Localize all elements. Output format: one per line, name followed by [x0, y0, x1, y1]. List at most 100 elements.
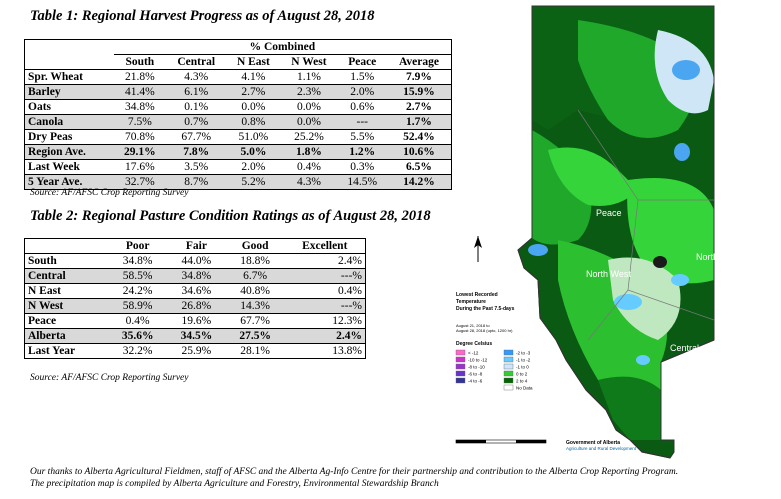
table-cell: 34.8%: [124, 101, 155, 113]
table-cell: 14.3%: [225, 298, 285, 314]
row-label: Barley: [24, 84, 114, 100]
column-header: Peace: [348, 56, 377, 68]
group-header: % Combined: [113, 39, 452, 55]
table-cell: 35.6%: [108, 328, 168, 344]
map-bright-green-zone: [548, 147, 638, 206]
table-row: Last Week 17.6% 3.5% 2.0% 0.4% 0.3% 6.5%: [24, 160, 452, 175]
table-row: Alberta 35.6% 34.5% 27.5% 2.4%: [24, 328, 366, 344]
table-cell: 18.8%: [240, 255, 270, 267]
row-label: Last Week: [28, 161, 80, 173]
table-cell: 0.6%: [350, 101, 375, 113]
table-cell: 4.1%: [241, 71, 266, 83]
table-cell: 25.2%: [294, 131, 324, 143]
table-cell: 1.1%: [296, 71, 321, 83]
legend-label: -1 to -2: [516, 358, 531, 363]
map-legend: Lowest Recorded Temperature During the P…: [455, 292, 533, 391]
table-cell: 34.8%: [122, 255, 153, 267]
table1-column-headers: South Central N East N West Peace Average: [24, 55, 452, 70]
map-blue-spot-ne: [672, 60, 700, 80]
map-dark-green-zone-south: [598, 376, 661, 440]
legend-unit: Degree Celsius: [456, 341, 492, 347]
table-row: 5 Year Ave. 32.7% 8.7% 5.2% 4.3% 14.5% 14.2%: [24, 174, 452, 190]
table-cell: 34.6%: [181, 285, 212, 297]
legend-swatch: [503, 349, 514, 356]
pasture-condition-table: Poor Fair Good Excellent South 34.8% 44.0% 18.…: [24, 238, 366, 359]
row-label: N West: [24, 298, 109, 314]
column-header: Poor: [125, 240, 150, 252]
table-cell: 67.7%: [181, 131, 212, 143]
table-cell: 21.8%: [124, 71, 155, 83]
scale-bar: [455, 439, 547, 444]
table-row: Canola 7.5% 0.7% 0.8% 0.0% --- 1.7%: [24, 114, 452, 130]
table-row: Last Year 32.2% 25.9% 28.1% 13.8%: [24, 344, 366, 359]
table-cell: 67.7%: [240, 315, 270, 327]
legend-swatch: [455, 363, 466, 370]
table-cell: 6.5%: [406, 161, 432, 173]
column-header: Fair: [185, 240, 207, 252]
legend-swatch: [503, 377, 514, 384]
legend-swatch: [455, 370, 466, 377]
table-row: Oats 34.8% 0.1% 0.0% 0.0% 0.6% 2.7%: [24, 100, 452, 115]
table-cell: 52.4%: [403, 131, 435, 143]
row-label: Central: [24, 268, 109, 284]
table-cell: 0.0%: [241, 101, 266, 113]
table-cell: 2.3%: [280, 84, 338, 100]
table-cell: 0.4%: [125, 315, 150, 327]
table-cell: 70.8%: [124, 131, 155, 143]
column-header: Good: [241, 240, 269, 252]
table-cell: 3.5%: [184, 161, 209, 173]
legend-label: -10 to -12: [468, 358, 488, 363]
table-cell: 34.5%: [167, 328, 226, 344]
table-cell: 2.7%: [406, 101, 432, 113]
table-cell: 2.7%: [226, 84, 281, 100]
table-row: N West 58.9% 26.8% 14.3% ---%: [24, 298, 366, 314]
legend-label: No Data: [516, 386, 533, 391]
footnote-map-source: The precipitation map is compiled by Alb…: [30, 479, 439, 489]
legend-label: -8 to -10: [468, 365, 485, 370]
table-cell: 4.3%: [280, 174, 338, 190]
map-dark-spot-ne: [653, 256, 667, 268]
legend-label: -1 to 0: [516, 365, 529, 370]
table-cell: 0.0%: [280, 114, 338, 130]
map-label-central: Central: [670, 343, 699, 353]
table-cell: 58.9%: [108, 298, 168, 314]
table-row: Barley 41.4% 6.1% 2.7% 2.3% 2.0% 15.9%: [24, 84, 452, 100]
table-cell: 0.8%: [226, 114, 281, 130]
table-row: Dry Peas 70.8% 67.7% 51.0% 25.2% 5.5% 52.4%: [24, 130, 452, 145]
legend-label: -4 to -6: [468, 379, 483, 384]
table-cell: 1.8%: [280, 144, 338, 160]
column-header: South: [125, 56, 155, 68]
row-label: 5 Year Ave.: [24, 174, 114, 190]
map-blue-spot-south: [636, 355, 650, 365]
table-cell: 25.9%: [181, 345, 212, 357]
table-cell: 14.2%: [386, 174, 452, 190]
map-label-south: South: [676, 400, 700, 410]
table-row: South 34.8% 44.0% 18.8% 2.4%: [24, 254, 366, 269]
table-cell: 34.8%: [167, 268, 226, 284]
table-cell: 0.7%: [165, 114, 227, 130]
table1-title: Table 1: Regional Harvest Progress as of…: [30, 8, 375, 24]
legend-swatch: [455, 356, 466, 363]
table-cell: 27.5%: [225, 328, 285, 344]
row-label: N East: [28, 285, 61, 297]
row-label: Peace: [28, 315, 57, 327]
table-cell: 0.0%: [296, 101, 321, 113]
map-light-green-zone: [608, 257, 681, 340]
table-row: N East 24.2% 34.6% 40.8% 0.4%: [24, 284, 366, 299]
table-cell: 26.8%: [167, 298, 226, 314]
table-cell: 1.7%: [386, 114, 452, 130]
table-cell: 44.0%: [181, 255, 212, 267]
table-cell: ---: [337, 114, 387, 130]
table-cell: ---%: [284, 298, 366, 314]
table-cell: 10.6%: [386, 144, 452, 160]
legend-label: -2 to -3: [516, 351, 531, 356]
government-department: Agriculture and Rural Development: [566, 446, 637, 451]
column-header: Excellent: [302, 240, 348, 252]
table-cell: 8.7%: [165, 174, 227, 190]
table-cell: 58.5%: [108, 268, 168, 284]
table-cell: 41.4%: [113, 84, 166, 100]
map-border: [517, 5, 715, 459]
table-cell: 40.8%: [240, 285, 270, 297]
row-label: South: [28, 255, 57, 267]
table-cell: 2.0%: [241, 161, 266, 173]
